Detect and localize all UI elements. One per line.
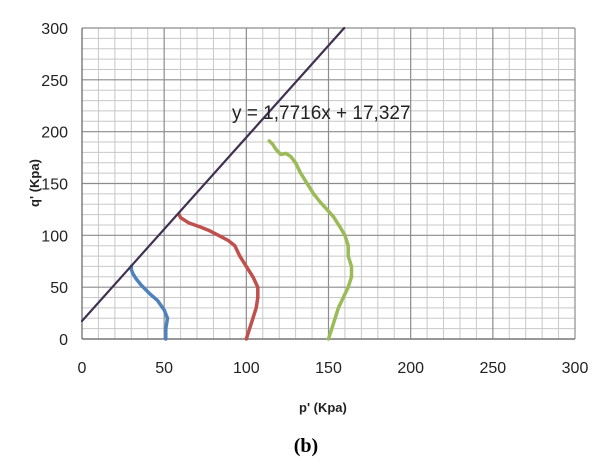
- x-tick-label: 300: [562, 360, 589, 377]
- tick-labels: 0 50 100 150 200 250 300 0 50 100 150 200 250 300: [41, 21, 588, 377]
- trendline: [80, 26, 346, 323]
- x-axis-title: p' (Kpa): [299, 400, 347, 415]
- stress-path-series-1: [129, 264, 170, 341]
- stress-path-series-3: [267, 139, 354, 341]
- trendline-equation: y = 1,7716x + 17,327: [232, 103, 411, 124]
- x-tick-label: 200: [397, 360, 424, 377]
- grid: [82, 27, 576, 339]
- x-tick-label: 100: [233, 360, 260, 377]
- x-tick-label: 150: [315, 360, 342, 377]
- x-tick-label: 50: [155, 360, 173, 377]
- y-tick-label: 250: [41, 73, 68, 90]
- stress-path-series-2: [177, 212, 260, 341]
- x-tick-label: 0: [78, 360, 87, 377]
- y-tick-label: 0: [59, 332, 68, 349]
- y-axis-title: q' (Kpa): [27, 159, 42, 207]
- y-tick-label: 50: [50, 280, 68, 297]
- series-layer: [80, 26, 354, 341]
- y-tick-label: 300: [41, 21, 68, 38]
- x-tick-label: 250: [479, 360, 506, 377]
- panel-label: (b): [294, 435, 318, 457]
- y-tick-label: 100: [41, 228, 68, 245]
- y-tick-label: 150: [41, 177, 68, 194]
- y-tick-label: 200: [41, 125, 68, 142]
